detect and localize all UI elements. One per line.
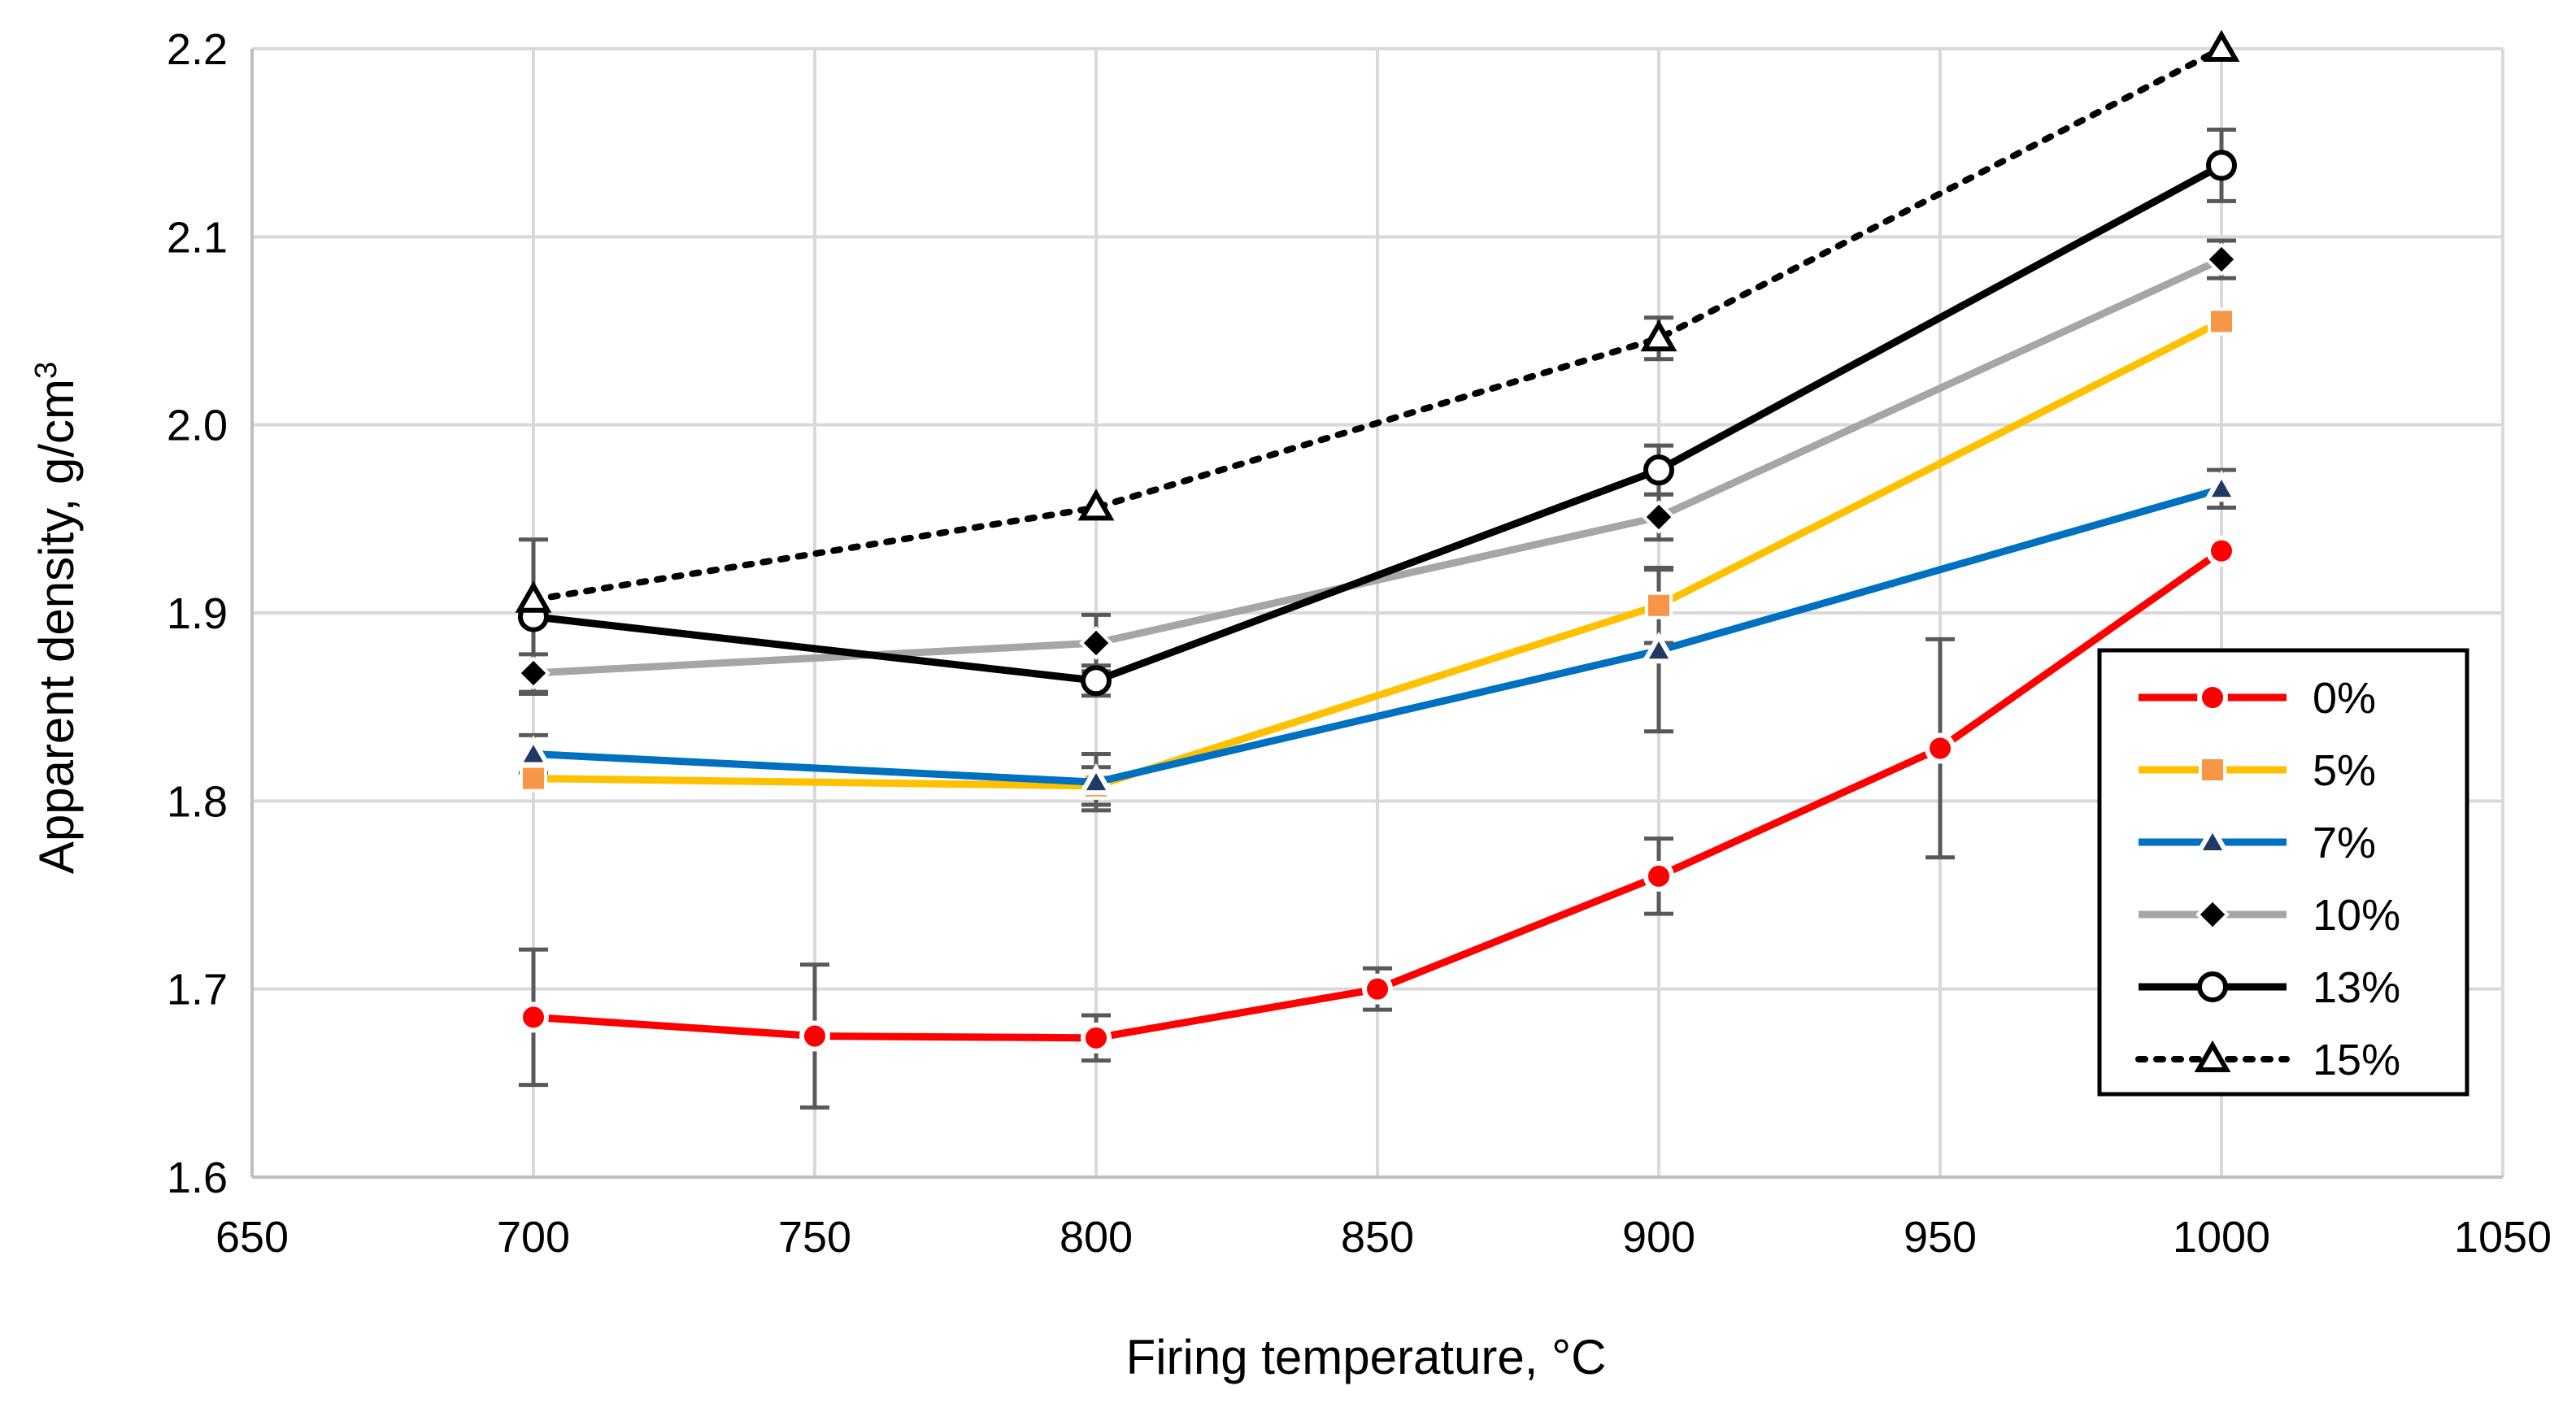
- legend-item: 15%: [2135, 1036, 2400, 1084]
- legend-item: 0%: [2139, 674, 2376, 723]
- x-tick-label: 750: [778, 1213, 851, 1262]
- legend-item: 7%: [2139, 819, 2376, 867]
- legend-marker: [2194, 1040, 2231, 1072]
- data-point: [1077, 762, 1115, 796]
- series-7pct: [515, 470, 2240, 796]
- series-line: [533, 256, 2223, 677]
- legend-box: [2097, 648, 2469, 1097]
- data-point: [2206, 150, 2237, 181]
- legend-label: 10%: [2313, 891, 2400, 940]
- data-point: [515, 735, 552, 767]
- legend-label: 0%: [2313, 674, 2376, 723]
- data-point: [516, 656, 550, 690]
- y-tick-label: 1.7: [167, 966, 228, 1014]
- data-point: [1362, 973, 1393, 1005]
- data-point: [2204, 242, 2239, 276]
- series-line: [530, 46, 2225, 603]
- legend-label: 7%: [2313, 819, 2376, 867]
- legend-marker: [2197, 971, 2228, 1002]
- legend-item: 5%: [2139, 746, 2376, 795]
- tick-labels: 650 700 750 800 850 900 950 1000 1050 1.6 1.7 1.8 1.…: [167, 25, 2552, 1262]
- x-tick-label: 800: [1060, 1213, 1133, 1262]
- x-tick-label: 650: [215, 1213, 289, 1262]
- data-point: [799, 1020, 830, 1052]
- data-point: [1081, 1022, 1112, 1054]
- data-point: [518, 1001, 549, 1033]
- series-0pct: [518, 535, 2237, 1054]
- x-tick-label: 1000: [2173, 1213, 2270, 1262]
- legend-marker: [2199, 756, 2226, 784]
- series-line: [533, 162, 2224, 684]
- y-axis-title: Apparent density, g/cm3: [29, 362, 84, 874]
- x-axis-title: Firing temperature, °C: [1126, 1330, 1607, 1384]
- x-tick-label: 1050: [2454, 1213, 2552, 1262]
- data-point: [1645, 591, 1673, 619]
- legend-label: 15%: [2313, 1036, 2400, 1084]
- y-tick-label: 1.6: [167, 1153, 228, 1202]
- y-tick-label: 1.8: [167, 777, 228, 826]
- data-point: [2208, 307, 2235, 336]
- series-line: [533, 318, 2224, 790]
- y-tick-label: 2.2: [167, 25, 228, 74]
- data-point: [1642, 500, 1676, 534]
- data-point: [520, 764, 547, 793]
- data-point: [515, 580, 552, 613]
- data-point: [1640, 631, 1677, 664]
- legend-marker: [2197, 682, 2228, 713]
- legend-marker: [2194, 823, 2231, 855]
- x-tick-label: 850: [1341, 1213, 1414, 1262]
- y-axis-title-main: Apparent density, g/cm: [29, 379, 84, 874]
- legend-label: 5%: [2313, 746, 2376, 795]
- legend-item: 13%: [2139, 963, 2400, 1012]
- data-point: [1079, 626, 1113, 660]
- legend-label: 13%: [2313, 963, 2400, 1012]
- series-10pct: [516, 242, 2239, 690]
- y-axis-title-superscript: 3: [29, 362, 63, 379]
- data-point: [1925, 732, 1956, 764]
- series-line: [533, 484, 2223, 786]
- legend: 0% 5% 7% 10% 13% 15%: [2097, 648, 2469, 1097]
- axes: [250, 49, 2503, 1179]
- data-point: [1643, 454, 1674, 486]
- legend-marker: [2195, 897, 2230, 932]
- x-tick-label: 700: [497, 1213, 570, 1262]
- data-point: [2206, 535, 2237, 567]
- x-tick-label: 950: [1904, 1213, 1977, 1262]
- y-tick-label: 2.1: [167, 213, 228, 262]
- series: [515, 29, 2240, 1110]
- data-point: [1643, 860, 1674, 892]
- series-15pct: [515, 29, 2240, 613]
- y-tick-label: 1.9: [167, 589, 228, 638]
- legend-item: 10%: [2139, 891, 2400, 940]
- data-point: [1640, 319, 1677, 352]
- data-point: [1077, 489, 1115, 521]
- data-point: [1081, 665, 1112, 697]
- y-tick-label: 2.0: [167, 402, 228, 450]
- x-tick-label: 900: [1622, 1213, 1695, 1262]
- data-point: [2203, 470, 2240, 502]
- data-point: [2203, 29, 2240, 62]
